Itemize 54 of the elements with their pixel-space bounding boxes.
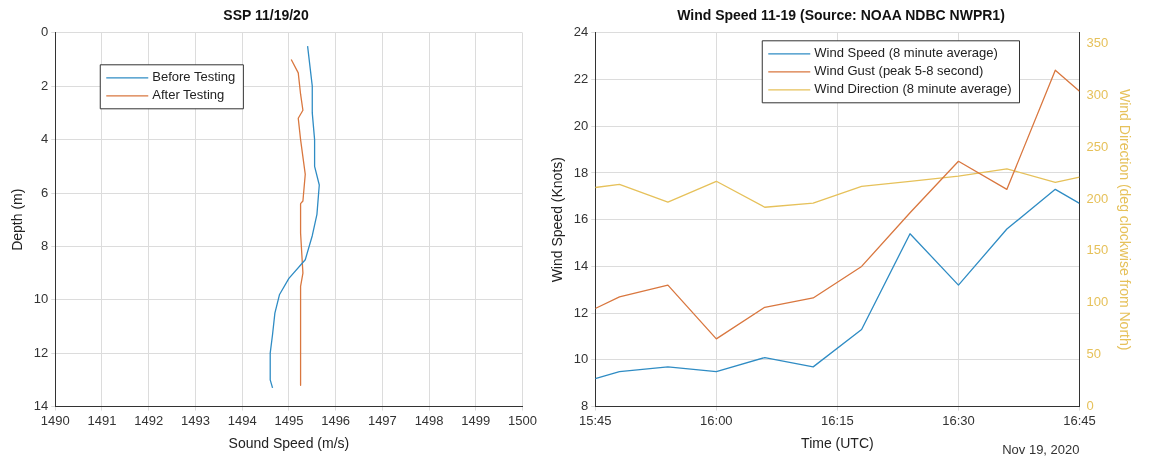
legend-label: Wind Speed (8 minute average) bbox=[814, 45, 998, 61]
y-tick-label: 6 bbox=[41, 184, 49, 200]
y-tick-label: 12 bbox=[573, 304, 589, 320]
y-tick-label: 10 bbox=[33, 291, 49, 307]
y2-axis-title: Wind Direction (deg clockwise from North) bbox=[1116, 89, 1133, 351]
text: Nov 19, 2020 bbox=[1002, 442, 1080, 458]
y-tick-label: 12 bbox=[33, 344, 49, 360]
x-tick-label: 1500 bbox=[508, 412, 537, 428]
x-tick-label: 1491 bbox=[87, 412, 117, 428]
chart-title: SSP 11/19/20 bbox=[223, 7, 309, 24]
x-tick-label: 16:00 bbox=[700, 412, 733, 428]
x-tick-label: 1493 bbox=[180, 412, 210, 428]
x-tick-label: 1494 bbox=[227, 412, 257, 428]
legend-label: After Testing bbox=[152, 87, 225, 103]
y2-tick-label: 50 bbox=[1086, 346, 1101, 362]
x-tick-label: 1490 bbox=[40, 412, 70, 428]
y-tick-label: 4 bbox=[41, 131, 49, 147]
y-tick-label: 18 bbox=[573, 164, 589, 180]
x-tick-label: 16:30 bbox=[942, 412, 975, 428]
y-axis-title: Wind Speed (Knots) bbox=[549, 157, 566, 283]
y-tick-label: 8 bbox=[41, 237, 49, 253]
y-tick-label: 14 bbox=[573, 258, 589, 273]
y2-tick-label: 0 bbox=[1086, 398, 1094, 414]
legend-label: Before Testing bbox=[152, 69, 236, 85]
x-tick-label: 1496 bbox=[321, 412, 351, 428]
y-axis-title: Depth (m) bbox=[9, 188, 26, 251]
y2-tick-label: 150 bbox=[1086, 242, 1109, 258]
x-tick-label: 16:45 bbox=[1063, 412, 1096, 428]
x-axis-title: Sound Speed (m/s) bbox=[228, 435, 350, 452]
x-tick-label: 1492 bbox=[134, 412, 164, 428]
y-tick-label: 24 bbox=[573, 24, 589, 40]
y-tick-label: 8 bbox=[581, 398, 589, 414]
y-tick-label: 2 bbox=[41, 77, 49, 93]
y2-tick-label: 200 bbox=[1086, 190, 1109, 206]
chart-title: Wind Speed 11-19 (Source: NOAA NDBC NWPR1) bbox=[677, 7, 1005, 24]
legend-label: Wind Direction (8 minute average) bbox=[814, 81, 1012, 97]
x-tick-label: 1499 bbox=[461, 412, 491, 428]
y-tick-label: 10 bbox=[573, 351, 589, 367]
x-tick-label: 1498 bbox=[414, 412, 444, 428]
y-tick-label: 0 bbox=[41, 24, 49, 40]
y2-tick-label: 350 bbox=[1086, 34, 1109, 50]
y2-tick-label: 300 bbox=[1086, 86, 1109, 102]
x-tick-label: 1495 bbox=[274, 412, 304, 428]
y-tick-label: 14 bbox=[33, 398, 49, 414]
y-tick-label: 20 bbox=[573, 117, 589, 133]
legend-label: Wind Gust (peak 5-8 second) bbox=[814, 63, 984, 79]
y2-tick-label: 100 bbox=[1086, 294, 1109, 310]
y-tick-label: 16 bbox=[573, 211, 589, 227]
x-tick-label: 16:15 bbox=[821, 412, 854, 428]
y2-tick-label: 250 bbox=[1086, 138, 1109, 154]
x-tick-label: 1497 bbox=[367, 412, 397, 428]
y-tick-label: 22 bbox=[573, 71, 589, 87]
x-axis-title: Time (UTC) bbox=[801, 435, 874, 452]
x-tick-label: 15:45 bbox=[578, 412, 612, 428]
